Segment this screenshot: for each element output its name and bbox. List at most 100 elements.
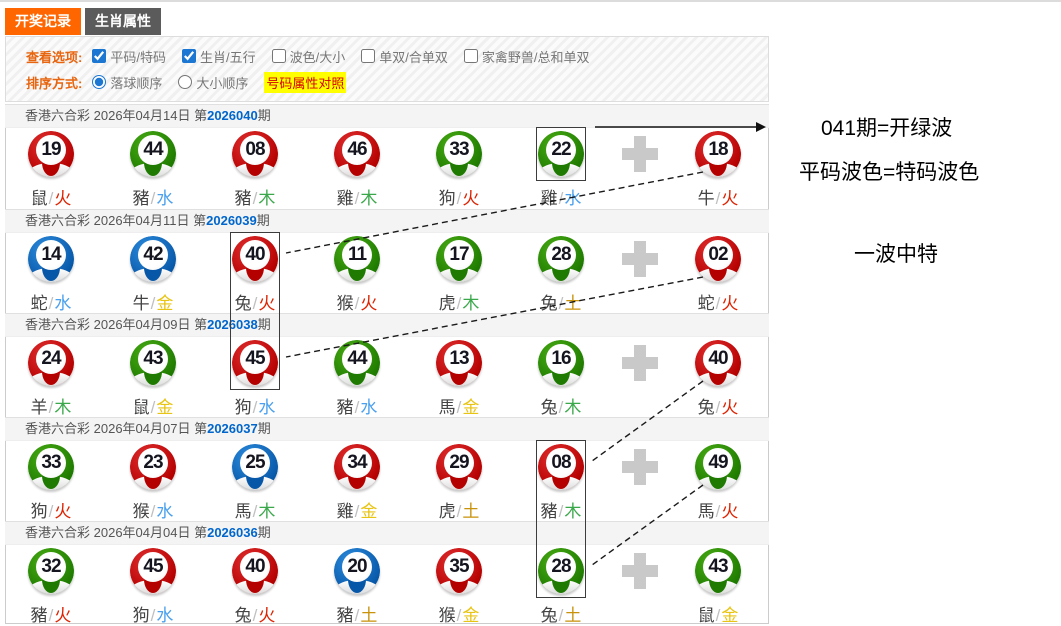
zodiac-text: 馬 [438,398,456,417]
ball-color-dip [144,370,162,385]
checkbox-danshuang[interactable]: 单双/合单双 [361,47,448,66]
ball-num-text: 19 [36,135,66,165]
slash-separator: / [252,606,258,625]
checkbox-shengxiao-wuxing[interactable]: 生肖/五行 [181,47,256,66]
zodiac-element-label: 狗/水 [108,601,198,626]
checkbox-jiaqin-yeshou[interactable]: 家禽野兽/总和单双 [463,47,590,66]
radio-input[interactable] [178,75,193,89]
checkbox-bose-daxiao[interactable]: 波色/大小 [271,47,346,66]
ball-color-dip [246,578,264,593]
element-text: 火 [721,398,739,417]
ball-color-dip [42,474,60,489]
ball-number: 11 [334,236,380,282]
slash-separator: / [715,294,721,313]
zodiac-text: 虎 [438,502,456,521]
radio-label: 大小顺序 [196,75,249,91]
ball-color-dip [709,266,727,281]
radio-input[interactable] [92,75,107,89]
ball-number: 40 [232,236,278,282]
ball-color-dip [246,161,264,176]
ball-number: 13 [436,340,482,386]
element-text: 土 [462,502,480,521]
highlight-box [230,232,280,390]
ball-color-dip [42,578,60,593]
zodiac-element-label: 雞/木 [312,184,402,209]
number-attribute-compare-link[interactable]: 号码属性对照 [264,71,347,93]
issue-number: 2026040 [207,108,258,123]
slash-separator: / [48,398,54,417]
slash-separator: / [715,502,721,521]
zodiac-element-label: 豬/水 [108,184,198,209]
tab-zodiac-attributes[interactable]: 生肖属性 [85,8,161,35]
zodiac-element-label: 兔/土 [516,601,606,626]
checkbox-input[interactable] [271,49,286,63]
slash-separator: / [456,398,462,417]
ball-number: 29 [436,444,482,490]
ball-color-dip [144,161,162,176]
ball-color-dip [144,474,162,489]
slash-separator: / [150,189,156,208]
view-options-label: 查看选项: [26,49,83,65]
draw-date: 2026年04月07日 [93,421,195,436]
ball-num-text: 35 [444,552,474,582]
slash-separator: / [715,189,721,208]
issue-prefix: 第 [194,108,208,123]
ball-num-text: 25 [240,448,270,478]
zodiac-text: 蛇 [30,294,48,313]
checkbox-label: 家禽野兽/总和单双 [481,49,590,65]
issue-number: 2026038 [207,317,258,332]
issue-number: 2026039 [206,213,257,228]
zodiac-text: 雞 [336,502,354,521]
issue-number: 2026036 [207,525,258,540]
ball-color-dip [552,578,570,593]
zodiac-text: 馬 [697,502,715,521]
ball-num-text: 24 [36,344,66,374]
slash-separator: / [354,606,360,625]
slash-separator: / [558,398,564,417]
ball-color-dip [144,578,162,593]
zodiac-text: 豬 [234,189,252,208]
ball-num-text: 16 [546,344,576,374]
element-text: 金 [462,606,480,625]
zodiac-element-label: 鼠/火 [6,184,96,209]
view-options-row: 查看选项: 平码/特码 生肖/五行 波色/大小 单双/合单双 家禽野兽/总和单双 [26,47,760,65]
slash-separator: / [456,502,462,521]
zodiac-text: 狗 [132,606,150,625]
ball-number: 33 [28,444,74,490]
radio-size-order[interactable]: 大小顺序 [178,73,248,92]
element-text: 木 [564,502,582,521]
checkbox-input[interactable] [361,49,376,63]
tab-draw-records[interactable]: 开奖记录 [5,8,81,35]
zodiac-text: 牛 [697,189,715,208]
zodiac-element-label: 鼠/金 [673,601,763,626]
checkbox-label: 波色/大小 [289,49,346,65]
ball-num-text: 44 [138,135,168,165]
radio-ball-order[interactable]: 落球顺序 [92,73,162,92]
zodiac-element-label: 兔/火 [210,601,300,626]
ball-num-text: 34 [342,448,372,478]
checkbox-label: 生肖/五行 [199,49,256,65]
slash-separator: / [558,502,564,521]
ball-num-text: 18 [703,135,733,165]
checkbox-input[interactable] [181,49,196,63]
checkbox-input[interactable] [463,49,478,63]
draw-date: 2026年04月14日 [93,108,195,123]
slash-separator: / [354,398,360,417]
ball-color-dip [246,474,264,489]
checkbox-input[interactable] [92,49,107,63]
zodiac-text: 兔 [540,398,558,417]
checkbox-pingma-tema[interactable]: 平码/特码 [92,47,166,66]
zodiac-text: 猴 [132,502,150,521]
ball-number: 25 [232,444,278,490]
element-text: 木 [462,294,480,313]
issue-suffix: 期 [257,525,271,540]
zodiac-element-label: 馬/金 [414,393,504,418]
zodiac-text: 豬 [30,606,48,625]
element-text: 水 [156,606,174,625]
element-text: 水 [156,189,174,208]
slash-separator: / [354,502,360,521]
ball-number: 32 [28,548,74,594]
slash-separator: / [48,606,54,625]
element-text: 火 [54,502,72,521]
slash-separator: / [456,606,462,625]
